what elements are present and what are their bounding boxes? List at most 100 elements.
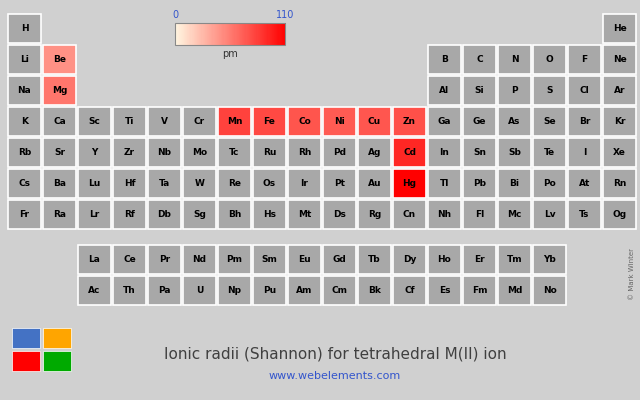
Bar	[218, 245, 251, 274]
Text: Br: Br	[579, 117, 590, 126]
Text: Ba: Ba	[53, 179, 66, 188]
Bar	[43, 200, 76, 229]
Bar	[218, 200, 251, 229]
Bar	[253, 169, 286, 198]
Bar	[428, 200, 461, 229]
Text: Ra: Ra	[53, 210, 66, 219]
Bar	[254, 23, 256, 45]
Text: Hs: Hs	[263, 210, 276, 219]
Text: Ne: Ne	[612, 55, 627, 64]
Bar	[218, 107, 251, 136]
Text: K: K	[21, 117, 28, 126]
Bar	[197, 23, 198, 45]
Text: Lu: Lu	[88, 179, 100, 188]
Bar	[113, 107, 146, 136]
Text: Fr: Fr	[19, 210, 29, 219]
Text: Pu: Pu	[263, 286, 276, 295]
Bar	[288, 138, 321, 167]
Text: Tb: Tb	[368, 255, 381, 264]
Bar	[358, 107, 391, 136]
Bar	[148, 169, 181, 198]
Text: 0: 0	[172, 10, 178, 20]
Text: Pr: Pr	[159, 255, 170, 264]
Bar	[269, 23, 271, 45]
Text: Eu: Eu	[298, 255, 311, 264]
Bar	[175, 23, 285, 45]
Bar	[237, 23, 239, 45]
Bar	[176, 23, 178, 45]
Bar	[211, 23, 213, 45]
Text: Pb: Pb	[473, 179, 486, 188]
Bar	[259, 23, 260, 45]
Text: Re: Re	[228, 179, 241, 188]
Bar	[184, 23, 186, 45]
Text: Na: Na	[18, 86, 31, 95]
Bar	[78, 245, 111, 274]
Text: N: N	[511, 55, 518, 64]
Bar	[603, 200, 636, 229]
Bar	[148, 138, 181, 167]
Bar	[43, 328, 71, 348]
Text: Co: Co	[298, 117, 311, 126]
Bar	[43, 169, 76, 198]
Bar	[568, 45, 601, 74]
Bar	[253, 138, 286, 167]
Bar	[393, 169, 426, 198]
Bar	[603, 14, 636, 43]
Bar	[218, 138, 251, 167]
Bar	[253, 200, 286, 229]
Bar	[498, 45, 531, 74]
Bar	[234, 23, 236, 45]
Bar	[202, 23, 203, 45]
Bar	[187, 23, 189, 45]
Bar	[196, 23, 198, 45]
Bar	[43, 45, 76, 74]
Bar	[288, 169, 321, 198]
Bar	[288, 245, 321, 274]
Bar	[428, 76, 461, 105]
Bar	[244, 23, 246, 45]
Bar	[212, 23, 214, 45]
Bar	[8, 76, 41, 105]
Text: Ca: Ca	[53, 117, 66, 126]
Bar	[206, 23, 207, 45]
Bar	[277, 23, 279, 45]
Text: Po: Po	[543, 179, 556, 188]
Bar	[230, 23, 232, 45]
Bar	[533, 276, 566, 305]
Text: Y: Y	[92, 148, 98, 157]
Bar	[209, 23, 211, 45]
Bar	[189, 23, 191, 45]
Bar	[428, 45, 461, 74]
Bar	[568, 200, 601, 229]
Bar	[210, 23, 212, 45]
Text: Cl: Cl	[580, 86, 589, 95]
Bar	[323, 245, 356, 274]
Bar	[271, 23, 272, 45]
Text: Ag: Ag	[368, 148, 381, 157]
Bar	[498, 76, 531, 105]
Text: pm: pm	[222, 49, 238, 59]
Bar	[498, 107, 531, 136]
Text: Nd: Nd	[193, 255, 207, 264]
Bar	[8, 200, 41, 229]
Bar	[568, 138, 601, 167]
Bar	[248, 23, 249, 45]
Bar	[603, 107, 636, 136]
Bar	[218, 23, 220, 45]
Bar	[393, 138, 426, 167]
Bar	[236, 23, 237, 45]
Text: Mg: Mg	[52, 86, 67, 95]
Bar	[603, 169, 636, 198]
Text: Fe: Fe	[264, 117, 275, 126]
Bar	[463, 200, 496, 229]
Text: Gd: Gd	[333, 255, 346, 264]
Text: Th: Th	[123, 286, 136, 295]
Bar	[200, 23, 202, 45]
Bar	[498, 276, 531, 305]
Text: Hg: Hg	[403, 179, 417, 188]
Text: Fl: Fl	[475, 210, 484, 219]
Text: La: La	[88, 255, 100, 264]
Bar	[222, 23, 224, 45]
Bar	[183, 276, 216, 305]
